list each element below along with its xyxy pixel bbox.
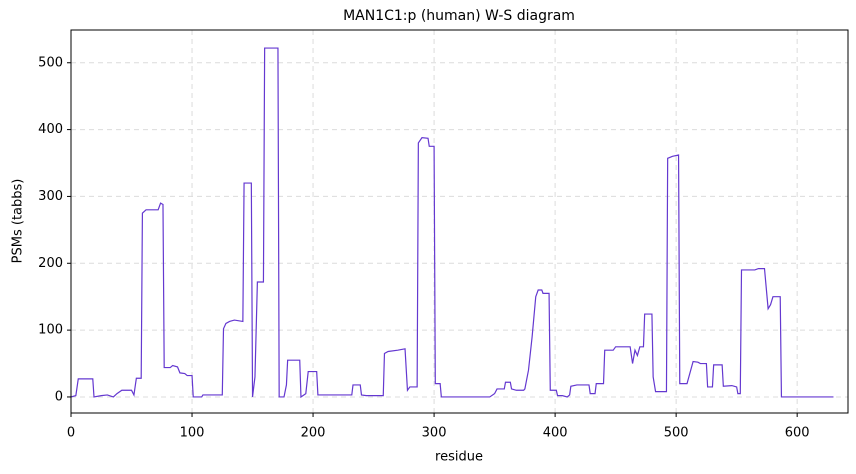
y-tick-label: 100 [38, 323, 63, 338]
y-tick-label: 200 [38, 256, 63, 271]
x-tick-label: 200 [301, 426, 326, 441]
data-line [70, 47, 834, 399]
y-tick-label: 500 [38, 55, 63, 70]
x-axis-label: residue [435, 450, 483, 465]
y-axis-label: PSMs (tabbs) [11, 179, 26, 264]
x-tick-label: 100 [180, 426, 205, 441]
x-tick-label: 300 [422, 426, 447, 441]
y-tick-label: 0 [55, 389, 63, 404]
x-tick-label: 500 [664, 426, 689, 441]
x-tick-label: 400 [543, 426, 568, 441]
plot-frame [70, 29, 849, 414]
x-tick-label: 0 [67, 426, 75, 441]
chart-title: MAN1C1:p (human) W-S diagram [343, 8, 575, 24]
y-tick-label: 400 [38, 122, 63, 137]
y-tick-label: 300 [38, 189, 63, 204]
x-tick-label: 600 [785, 426, 810, 441]
